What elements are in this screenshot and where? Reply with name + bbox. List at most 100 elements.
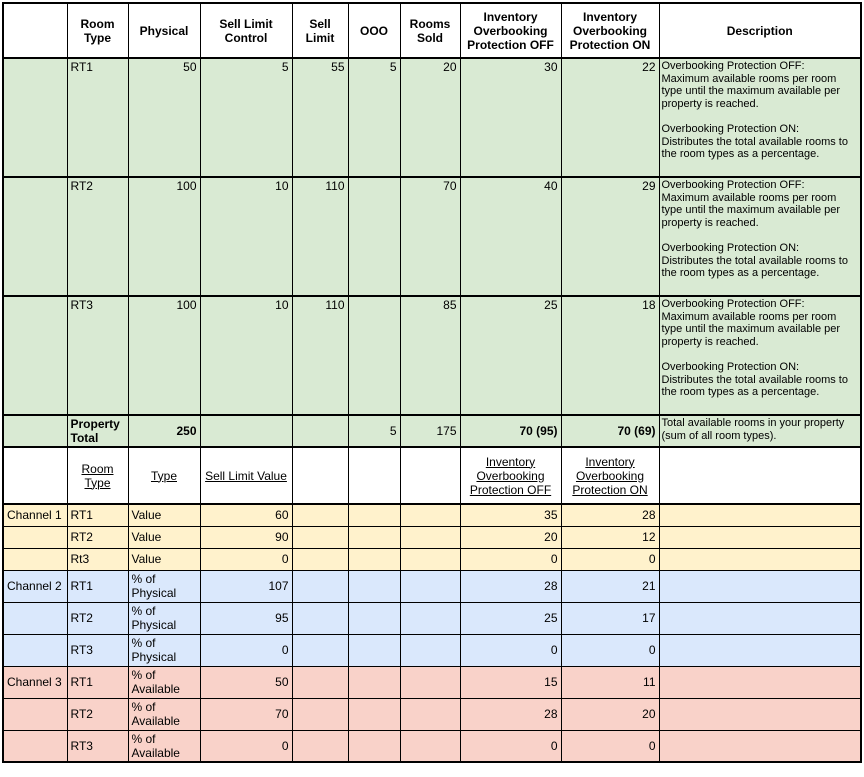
type-cell: % of Available [127, 729, 201, 763]
room-type-cell: RT2 [66, 601, 129, 635]
property-total-row: Property Total 250 5 175 70 (95) 70 (69)… [2, 414, 862, 448]
empty-cell [399, 525, 461, 549]
channel-row: RT2 Value 90 20 12 [2, 525, 862, 549]
channel-name-cell: Channel 1 [2, 503, 68, 527]
channel-row: RT2 % of Physical 95 25 17 [2, 601, 862, 635]
description-cell [658, 697, 862, 731]
description-cell [658, 633, 862, 667]
channel-cell [2, 414, 68, 448]
ob-on-cell: 21 [560, 569, 660, 603]
header-row: Room Type Physical Sell Limit Control Se… [2, 2, 862, 59]
inventory-overbooking-table: Room Type Physical Sell Limit Control Se… [2, 2, 862, 763]
ob-off-cell: 25 [459, 295, 562, 416]
channel-cell [2, 295, 68, 416]
ob-on-cell: 18 [560, 295, 660, 416]
type-cell: % of Available [127, 665, 201, 699]
description-cell [658, 569, 862, 603]
rooms-sold-cell: 175 [399, 414, 461, 448]
channel-header-block: Room Type Type Sell Limit Value Inventor… [2, 446, 862, 505]
type-cell: % of Available [127, 697, 201, 731]
ob-on-cell: 20 [560, 697, 660, 731]
room-type-cell: RT1 [66, 57, 129, 178]
ob-on-cell: 29 [560, 176, 660, 297]
room-type-cell: Rt3 [66, 547, 129, 571]
ob-off-cell: 30 [459, 57, 562, 178]
ob-on-cell: 0 [560, 633, 660, 667]
sell-limit-cell: 55 [291, 57, 349, 178]
room-block-rt1: RT1 50 5 55 5 20 30 22 Overbooking Prote… [2, 57, 862, 178]
ob-on-cell: 70 (69) [560, 414, 660, 448]
ooo-cell [347, 176, 401, 297]
rooms-sold-cell: 70 [399, 176, 461, 297]
empty-cell [291, 665, 349, 699]
col-header-sell-limit-control: Sell Limit Control [199, 2, 293, 59]
ooo-cell: 5 [347, 414, 401, 448]
channel-row: RT2 % of Available 70 28 20 [2, 697, 862, 731]
ob-off-cell: 0 [459, 547, 562, 571]
empty-cell [347, 503, 401, 527]
channel-2-block: Channel 2 RT1 % of Physical 107 28 21 RT… [2, 569, 862, 667]
physical-cell: 50 [127, 57, 201, 178]
total-label-cell: Property Total [66, 414, 129, 448]
sell-limit-cell: 110 [291, 295, 349, 416]
description-cell: Overbooking Protection OFF: Maximum avai… [658, 295, 862, 416]
col-header-room-type: Room Type [66, 2, 129, 59]
empty-cell [347, 547, 401, 571]
sell-limit-value-cell: 0 [199, 729, 293, 763]
room-block-rt3: RT3 100 10 110 85 25 18 Overbooking Prot… [2, 295, 862, 416]
channel-row: Channel 1 RT1 Value 60 35 28 [2, 503, 862, 527]
ob-off-cell: 70 (95) [459, 414, 562, 448]
room-row: RT3 100 10 110 85 25 18 Overbooking Prot… [2, 295, 862, 416]
sell-limit-value-cell: 107 [199, 569, 293, 603]
col-header-physical: Physical [127, 2, 201, 59]
description-cell [658, 525, 862, 549]
sell-limit-value-cell: 50 [199, 665, 293, 699]
empty-cell [399, 729, 461, 763]
empty-cell [291, 446, 349, 505]
empty-cell [347, 525, 401, 549]
empty-cell [291, 633, 349, 667]
ob-on-cell: 0 [560, 729, 660, 763]
empty-cell [291, 503, 349, 527]
channel-row: Rt3 Value 0 0 0 [2, 547, 862, 571]
ob-on-cell: 22 [560, 57, 660, 178]
sell-limit-control-cell: 10 [199, 176, 293, 297]
room-row: RT1 50 5 55 5 20 30 22 Overbooking Prote… [2, 57, 862, 178]
sell-limit-value-cell: 95 [199, 601, 293, 635]
empty-cell [399, 503, 461, 527]
empty-cell [291, 729, 349, 763]
ob-off-cell: 28 [459, 697, 562, 731]
channel-cell [2, 57, 68, 178]
ob-on-cell: 17 [560, 601, 660, 635]
col-header-type: Type [127, 446, 201, 505]
empty-cell [399, 446, 461, 505]
room-type-cell: RT1 [66, 569, 129, 603]
ob-off-cell: 40 [459, 176, 562, 297]
description-cell [658, 601, 862, 635]
sell-limit-control-cell: 5 [199, 57, 293, 178]
ob-off-cell: 0 [459, 633, 562, 667]
col-header-ob-on: Inventory Overbooking Protection ON [560, 2, 660, 59]
main-header-block: Room Type Physical Sell Limit Control Se… [2, 2, 862, 59]
ob-off-cell: 25 [459, 601, 562, 635]
room-block-rt2: RT2 100 10 110 70 40 29 Overbooking Prot… [2, 176, 862, 297]
description-cell [658, 503, 862, 527]
room-type-cell: RT2 [66, 176, 129, 297]
ob-off-cell: 15 [459, 665, 562, 699]
corner-cell [2, 446, 68, 505]
room-type-cell: RT1 [66, 503, 129, 527]
channel-row: RT3 % of Available 0 0 0 [2, 729, 862, 763]
physical-cell: 100 [127, 295, 201, 416]
description-cell: Overbooking Protection OFF: Maximum avai… [658, 176, 862, 297]
room-type-cell: RT1 [66, 665, 129, 699]
col-header-ob-on: Inventory Overbooking Protection ON [560, 446, 660, 505]
description-cell: Overbooking Protection OFF: Maximum avai… [658, 57, 862, 178]
room-type-cell: RT3 [66, 633, 129, 667]
property-total-block: Property Total 250 5 175 70 (95) 70 (69)… [2, 414, 862, 448]
ob-off-cell: 0 [459, 729, 562, 763]
channel-name-cell [2, 697, 68, 731]
empty-cell [347, 665, 401, 699]
col-header-sell-limit-value: Sell Limit Value [199, 446, 293, 505]
sell-limit-value-cell: 90 [199, 525, 293, 549]
col-header-ob-off: Inventory Overbooking Protection OFF [459, 2, 562, 59]
